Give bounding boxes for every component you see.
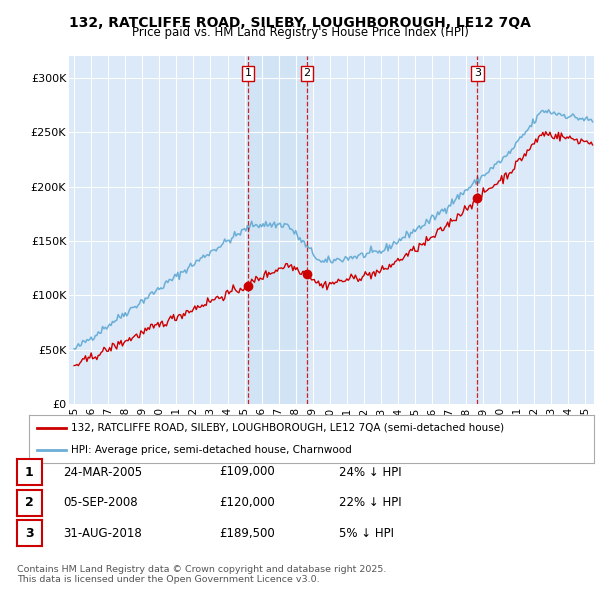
Text: 1: 1 <box>25 466 34 478</box>
Bar <box>248 56 307 404</box>
Text: £120,000: £120,000 <box>219 496 275 509</box>
Text: 132, RATCLIFFE ROAD, SILEBY, LOUGHBOROUGH, LE12 7QA (semi-detached house): 132, RATCLIFFE ROAD, SILEBY, LOUGHBOROUG… <box>71 423 505 433</box>
Text: £189,500: £189,500 <box>219 527 275 540</box>
Text: 24% ↓ HPI: 24% ↓ HPI <box>339 466 401 478</box>
Text: 05-SEP-2008: 05-SEP-2008 <box>63 496 137 509</box>
Text: Price paid vs. HM Land Registry's House Price Index (HPI): Price paid vs. HM Land Registry's House … <box>131 26 469 39</box>
Text: 5% ↓ HPI: 5% ↓ HPI <box>339 527 394 540</box>
Text: 2: 2 <box>304 68 311 78</box>
Text: 132, RATCLIFFE ROAD, SILEBY, LOUGHBOROUGH, LE12 7QA: 132, RATCLIFFE ROAD, SILEBY, LOUGHBOROUG… <box>69 16 531 30</box>
Text: Contains HM Land Registry data © Crown copyright and database right 2025.
This d: Contains HM Land Registry data © Crown c… <box>17 565 386 584</box>
Text: 3: 3 <box>474 68 481 78</box>
Text: 24-MAR-2005: 24-MAR-2005 <box>63 466 142 478</box>
Text: 31-AUG-2018: 31-AUG-2018 <box>63 527 142 540</box>
Text: 22% ↓ HPI: 22% ↓ HPI <box>339 496 401 509</box>
Text: 3: 3 <box>25 527 34 540</box>
Text: £109,000: £109,000 <box>219 466 275 478</box>
Text: 1: 1 <box>245 68 251 78</box>
Text: 2: 2 <box>25 496 34 509</box>
Text: HPI: Average price, semi-detached house, Charnwood: HPI: Average price, semi-detached house,… <box>71 445 352 455</box>
